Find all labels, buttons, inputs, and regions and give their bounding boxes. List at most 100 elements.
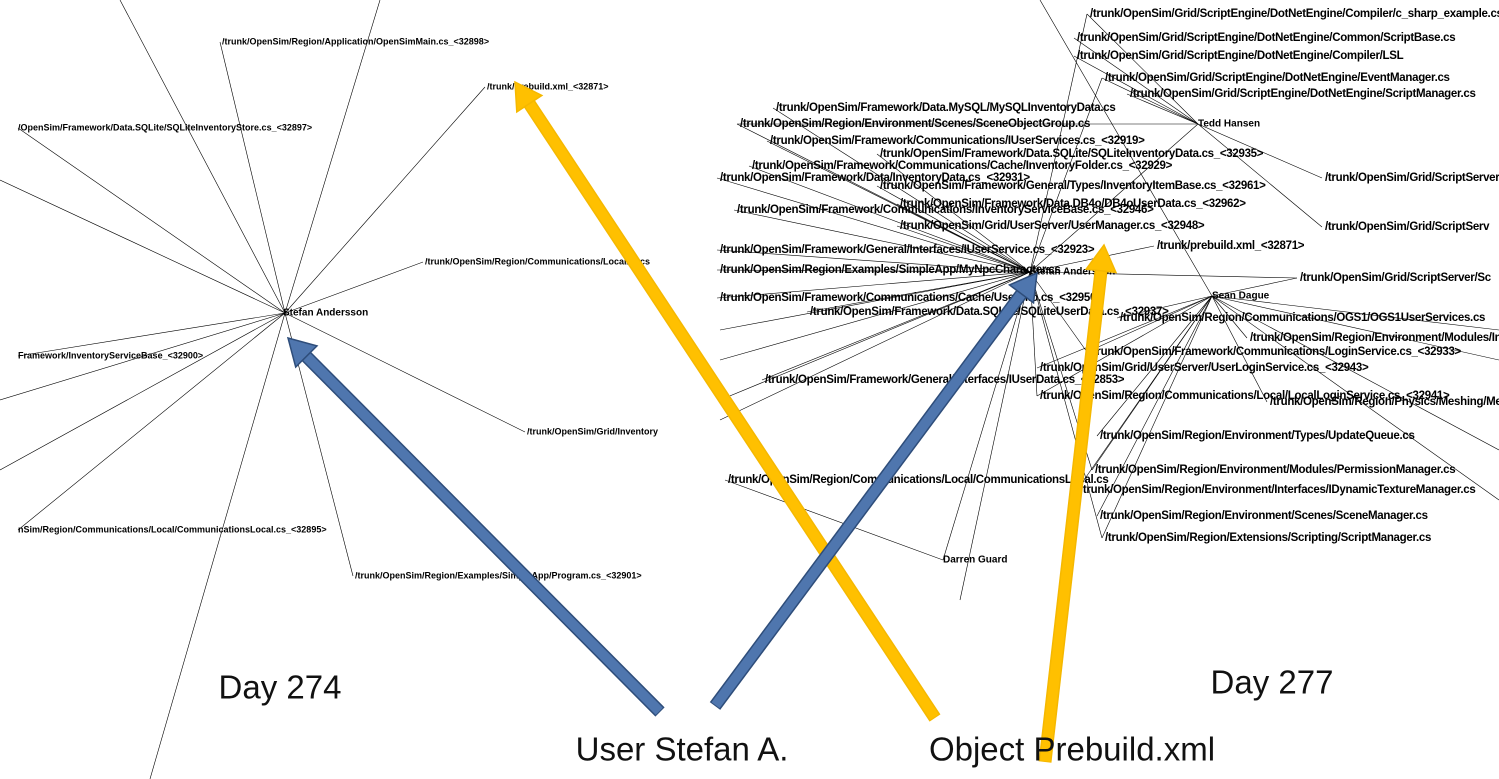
object-annotation: Object Prebuild.xml xyxy=(929,731,1215,768)
edge xyxy=(1029,123,1199,273)
edge xyxy=(1211,295,1248,339)
edge xyxy=(896,225,1031,273)
node-label: /trunk/OpenSim/Region/Examples/SimpleApp… xyxy=(720,264,1060,276)
node-label: /trunk/OpenSim/Region/Communications/Loc… xyxy=(1040,390,1450,402)
node-label: /trunk/OpenSim/Region/Environment/Interf… xyxy=(1080,484,1475,496)
node-label: /trunk/OpenSim/Region/Extensions/Scripti… xyxy=(1105,532,1431,544)
edge xyxy=(716,177,1031,273)
node-label: /trunk/OpenSim/Framework/Data.MySQL/MySQ… xyxy=(776,102,1116,114)
edge xyxy=(876,185,1031,273)
edge xyxy=(1036,295,1213,397)
node-label: /trunk/OpenSim/Grid/Inventory xyxy=(527,426,658,436)
edge xyxy=(0,312,286,471)
node-label: /trunk/OpenSim/Framework/Data.SQLite/SQL… xyxy=(810,306,1169,318)
node-label: /trunk/OpenSim/Region/Application/OpenSi… xyxy=(222,36,489,46)
edge xyxy=(1086,13,1199,125)
node-label: /trunk/OpenSim/Grid/UserServer/UserLogin… xyxy=(1040,362,1369,374)
node-label: /trunk/OpenSim/Framework/Communications/… xyxy=(1090,346,1462,358)
edge xyxy=(1029,271,1103,539)
edge xyxy=(1211,277,1298,297)
edge xyxy=(1096,295,1213,437)
edge xyxy=(1029,13,1088,273)
node-label: nSim/Region/Communications/Local/Communi… xyxy=(18,524,327,534)
hub-label: Darren Guard xyxy=(943,555,1007,566)
edge xyxy=(17,312,286,531)
node-label: Framework/InventoryServiceBase_<32900> xyxy=(18,350,203,360)
edge xyxy=(1029,271,1088,353)
edge xyxy=(219,41,286,314)
edge xyxy=(1029,245,1155,273)
arrow-shaft xyxy=(711,290,1026,709)
user-annotation: User Stefan A. xyxy=(576,731,789,768)
node-label: /trunk/OpenSim/Framework/Data.SQLite/SQL… xyxy=(880,148,1264,160)
edge xyxy=(1096,295,1213,517)
edge xyxy=(772,107,1031,273)
node-label: /trunk/OpenSim/Region/Examples/SimpleApp… xyxy=(355,570,642,580)
edge xyxy=(719,271,1031,421)
arrow-head xyxy=(286,336,319,369)
node-label: /trunk/OpenSim/Grid/UserServer/UserManag… xyxy=(900,220,1205,232)
node-label: /trunk/OpenSim/Framework/Communications/… xyxy=(737,204,1154,216)
edge xyxy=(149,312,286,779)
node-label: /trunk/OpenSim/Region/Communications/Loc… xyxy=(728,474,1109,486)
edge xyxy=(17,127,286,314)
hub-label: Tedd Hansen xyxy=(1198,119,1260,130)
edge xyxy=(733,209,1031,273)
edge xyxy=(1076,295,1213,491)
edge xyxy=(766,140,1031,273)
node-label: /OpenSim/Framework/Data.SQLite/SQLiteInv… xyxy=(18,122,312,132)
edge xyxy=(1073,55,1199,125)
edge xyxy=(0,312,286,401)
edge xyxy=(1211,295,1499,331)
edge xyxy=(284,312,526,433)
edge xyxy=(1101,77,1199,125)
node-label: /trunk/OpenSim/Region/Physics/Meshing/Me… xyxy=(1270,396,1499,408)
node-label: /trunk/OpenSim/Framework/Data.DB4o/DB4oU… xyxy=(900,198,1246,210)
edge xyxy=(0,179,286,314)
node-label: /trunk/OpenSim/Framework/General/Types/I… xyxy=(880,180,1266,192)
edge xyxy=(284,0,381,314)
edge xyxy=(719,271,1031,401)
edge xyxy=(1101,295,1213,539)
edge xyxy=(896,203,1031,273)
arrows xyxy=(286,80,1118,763)
hub-label: Stefan Andersson xyxy=(283,308,368,319)
node-label: /trunk/OpenSim/Framework/General/Interfa… xyxy=(720,244,1095,256)
edge xyxy=(716,249,1031,273)
node-label: /trunk/OpenSim/Framework/Communications/… xyxy=(720,292,1103,304)
edge xyxy=(719,271,1031,331)
edge xyxy=(284,86,486,314)
edge xyxy=(1211,295,1268,403)
node-label: /trunk/OpenSim/Grid/ScriptServer/Sc xyxy=(1300,272,1492,284)
node-label: /trunk/OpenSim/Grid/ScriptEngine/DotNetE… xyxy=(1077,50,1404,62)
node-label: /trunk/OpenSim/Framework/Data/InventoryD… xyxy=(720,172,1030,184)
arrow-head xyxy=(1007,271,1038,305)
edge xyxy=(1211,295,1499,451)
arrow-shaft xyxy=(525,100,939,720)
node-label: /trunk/OpenSim/Region/Environment/Scenes… xyxy=(740,118,1090,130)
edge xyxy=(1126,93,1199,125)
arrow-shaft xyxy=(302,352,663,715)
edge xyxy=(748,165,1031,273)
edge xyxy=(284,261,424,314)
edge xyxy=(724,479,944,561)
edge xyxy=(1211,295,1499,361)
arrow-shaft xyxy=(1040,270,1107,762)
day-left-label: Day 274 xyxy=(219,669,342,706)
node-label: /trunk/OpenSim/Grid/ScriptEngine/DotNetE… xyxy=(1130,88,1476,100)
edge xyxy=(1036,295,1213,369)
node-label: /trunk/prebuild.xml_<32871> xyxy=(487,81,609,91)
node-label: /trunk/OpenSim/Region/Environment/Module… xyxy=(1250,332,1499,344)
node-label: /trunk/OpenSim/Region/Environment/Module… xyxy=(1095,464,1455,476)
edge xyxy=(716,271,1031,299)
edge xyxy=(1073,37,1199,125)
node-label: /trunk/OpenSim/Framework/Communications/… xyxy=(752,160,1173,172)
node-label: /trunk/OpenSim/Region/Environment/Scenes… xyxy=(1100,510,1428,522)
node-label: /trunk/OpenSim/Framework/Communications/… xyxy=(770,135,1145,147)
edge xyxy=(1211,295,1499,501)
edge xyxy=(876,153,1031,273)
node-label: /trunk/OpenSim/Grid/ScriptEngine/DotNetE… xyxy=(1090,8,1499,20)
hub-label: Sean Dague xyxy=(1212,291,1270,302)
